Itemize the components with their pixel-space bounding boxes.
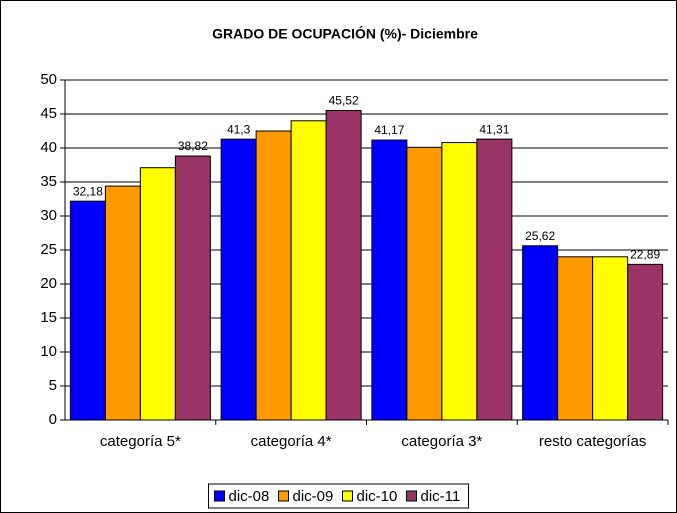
x-tick-label: categoría 5* (100, 433, 181, 450)
bar (69, 200, 106, 421)
bar (557, 256, 594, 421)
legend-swatch (406, 490, 417, 502)
data-label: 22,89 (630, 248, 660, 262)
y-tick-label: 10 (40, 343, 57, 360)
bar (627, 263, 664, 421)
bar (139, 167, 176, 421)
bar (220, 138, 257, 421)
chart-title: GRADO DE OCUPACIÓN (%)- Diciembre (212, 25, 478, 42)
y-tick-label: 5 (49, 377, 57, 394)
bar (325, 109, 362, 421)
bar (441, 142, 478, 421)
bar (255, 130, 292, 421)
legend-box (208, 483, 469, 509)
x-tick-label: categoría 4* (251, 433, 332, 450)
data-label: 41,31 (479, 122, 509, 136)
y-tick-label: 50 (40, 71, 57, 88)
y-tick-label: 30 (40, 207, 57, 224)
bar (104, 185, 141, 421)
data-label: 41,3 (227, 122, 251, 136)
bar (290, 120, 327, 421)
x-tick-label: resto categorías (539, 433, 647, 450)
bar (406, 146, 443, 421)
y-tick-label: 0 (49, 411, 57, 428)
data-label: 32,18 (73, 184, 103, 198)
bar (371, 139, 408, 421)
legend-swatch (278, 490, 289, 502)
data-label: 45,52 (329, 94, 359, 108)
legend-swatch (342, 490, 353, 502)
data-label: 38,82 (178, 139, 208, 153)
y-tick-label: 35 (40, 173, 57, 190)
bar (476, 138, 513, 421)
bar (174, 155, 211, 421)
y-tick-label: 40 (40, 139, 57, 156)
y-tick-label: 15 (40, 309, 57, 326)
bar (522, 245, 559, 421)
data-label: 25,62 (525, 229, 555, 243)
y-tick-label: 20 (40, 275, 57, 292)
y-tick-label: 45 (40, 105, 57, 122)
bar (592, 256, 629, 421)
x-tick-label: categoría 3* (401, 433, 482, 450)
legend-label: dic-11 (421, 488, 461, 505)
legend-swatch (214, 490, 225, 502)
legend-label: dic-10 (357, 488, 398, 505)
legend-label: dic-09 (293, 488, 334, 505)
y-tick-label: 25 (40, 241, 57, 258)
data-label: 41,17 (374, 123, 404, 137)
legend-label: dic-08 (229, 488, 270, 505)
